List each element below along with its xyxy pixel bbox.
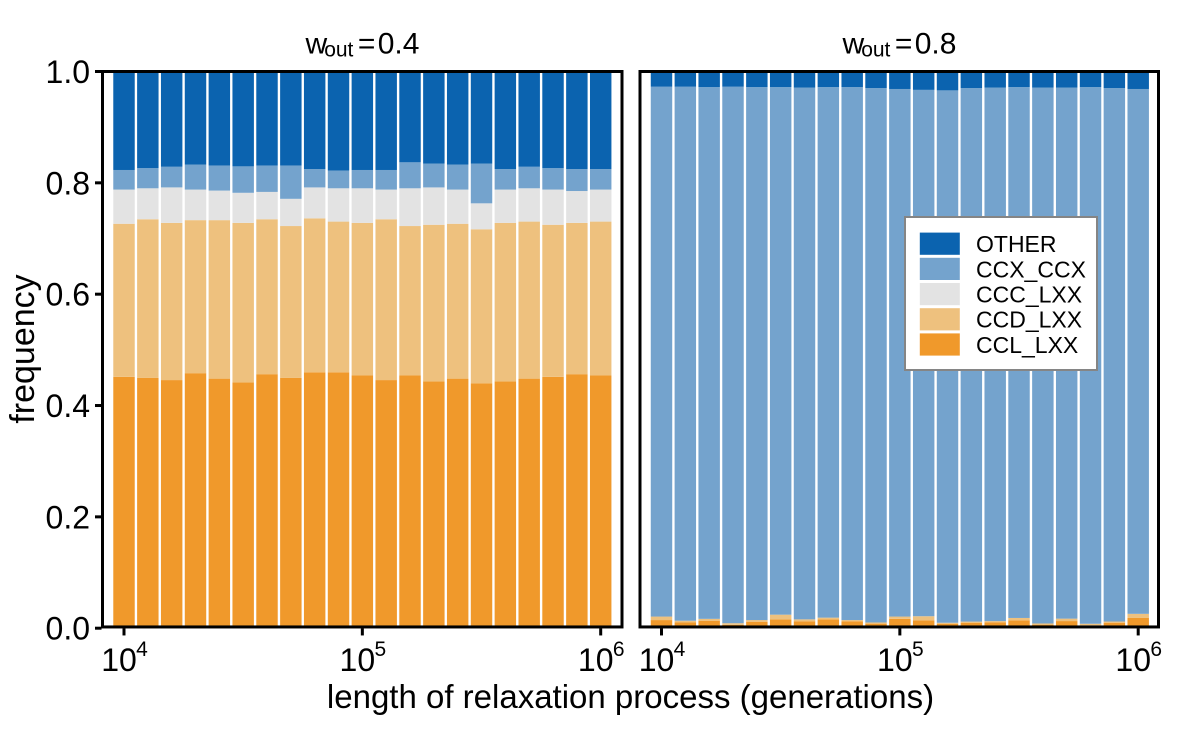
svg-text:frequency: frequency [4, 274, 42, 423]
svg-text:10: 10 [340, 642, 376, 678]
svg-text:5: 5 [912, 638, 924, 661]
svg-text:10: 10 [578, 642, 614, 678]
svg-text:0.8: 0.8 [46, 165, 90, 201]
svg-text:0.2: 0.2 [46, 499, 90, 535]
svg-text:CCD_LXX: CCD_LXX [976, 307, 1082, 333]
svg-text:0.0: 0.0 [46, 611, 90, 647]
svg-text:1.0: 1.0 [46, 54, 90, 90]
svg-text:length of relaxation process (: length of relaxation process (generation… [327, 678, 934, 715]
svg-text:CCX_CCX: CCX_CCX [976, 256, 1086, 282]
svg-text:0.6: 0.6 [46, 277, 90, 313]
svg-text:10: 10 [639, 642, 675, 678]
svg-text:4: 4 [136, 638, 148, 661]
svg-text:5: 5 [375, 638, 387, 661]
svg-text:0.4: 0.4 [46, 388, 90, 424]
svg-text:CCL_LXX: CCL_LXX [976, 332, 1078, 358]
svg-text:OTHER: OTHER [976, 231, 1057, 257]
svg-text:4: 4 [674, 638, 686, 661]
svg-text:10: 10 [1115, 642, 1151, 678]
svg-text:CCC_LXX: CCC_LXX [976, 282, 1082, 308]
svg-text:6: 6 [1150, 638, 1162, 661]
svg-text:10: 10 [877, 642, 913, 678]
svg-text:wout=0.8: wout =0.8 [842, 28, 957, 62]
svg-text:6: 6 [613, 638, 625, 661]
svg-text:wout=0.4: wout =0.4 [305, 28, 420, 62]
svg-text:10: 10 [101, 642, 137, 678]
